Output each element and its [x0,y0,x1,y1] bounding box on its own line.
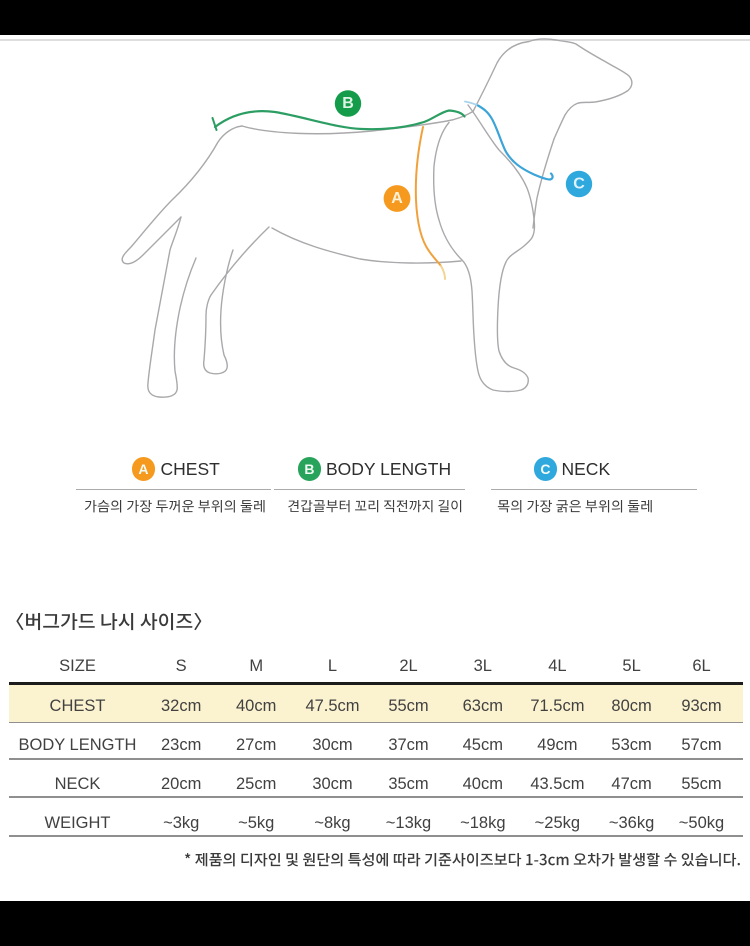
svg-text:A: A [391,190,403,207]
svg-text:C: C [573,176,585,193]
svg-text:B: B [342,95,354,112]
